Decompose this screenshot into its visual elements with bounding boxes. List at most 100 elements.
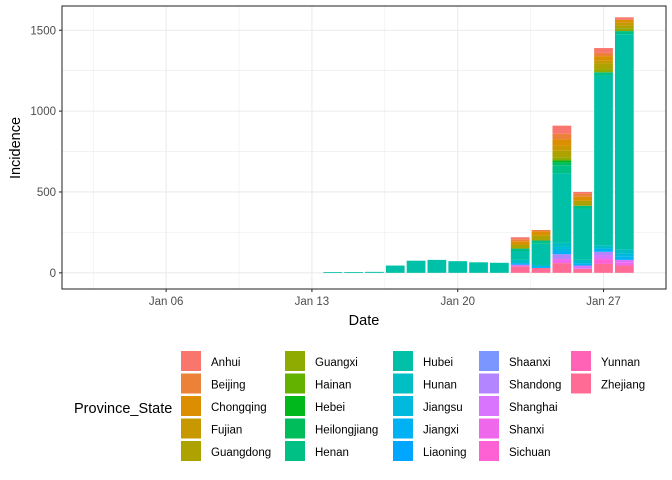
- bar-segment: [594, 72, 613, 76]
- legend-key: [285, 351, 305, 371]
- legend-key: [479, 373, 499, 394]
- legend-key: [393, 441, 413, 461]
- legend-key: [479, 418, 499, 439]
- legend-item: Heilongjiang: [285, 418, 378, 439]
- bar-segment: [531, 231, 551, 236]
- legend-item: Guangxi: [285, 351, 358, 371]
- x-tick-label: Jan 13: [295, 296, 330, 308]
- legend-key: [479, 396, 499, 416]
- legend-item: Chongqing: [181, 396, 267, 416]
- bar-segment: [531, 265, 551, 268]
- legend-label: Shanghai: [509, 402, 558, 414]
- bar-segment: [531, 267, 551, 273]
- bar-segment: [552, 125, 572, 134]
- legend-label: Jiangsu: [423, 402, 463, 414]
- bar-stack: [469, 262, 488, 273]
- bar-segment: [594, 255, 613, 260]
- legend-key: [181, 351, 201, 371]
- legend-key: [181, 441, 201, 461]
- legend-label: Guangxi: [315, 357, 358, 369]
- legend-label: Shaanxi: [509, 357, 551, 369]
- bar-segment: [573, 259, 593, 264]
- bar-segment: [594, 63, 613, 70]
- y-tick-label: 0: [50, 268, 56, 280]
- legend-label: Fujian: [211, 425, 242, 437]
- bar-segment: [510, 263, 530, 265]
- legend-item: Jiangsu: [393, 396, 463, 416]
- bar-stack: [594, 48, 613, 273]
- bar-segment: [594, 248, 613, 252]
- bar-segment: [594, 69, 613, 73]
- y-tick-label: 1000: [30, 106, 56, 118]
- bar-segment: [552, 145, 572, 151]
- bar-segment: [594, 60, 613, 64]
- legend-key: [479, 351, 499, 371]
- bar-stacks: [323, 17, 634, 273]
- legend-label: Yunnan: [601, 357, 640, 369]
- legend-label: Hunan: [423, 380, 457, 392]
- bar-stack: [427, 259, 447, 273]
- legend-item: Jiangxi: [393, 418, 459, 439]
- bar-stack: [573, 191, 593, 273]
- bar-segment: [573, 263, 593, 266]
- bar-segment: [594, 245, 613, 249]
- legend-key: [285, 418, 305, 439]
- bar-segment: [594, 251, 613, 256]
- bar-segment: [490, 262, 509, 273]
- bar-segment: [406, 260, 426, 273]
- bar-segment: [552, 157, 572, 161]
- bar-segment: [510, 266, 530, 273]
- legend-label: Hubei: [423, 357, 453, 369]
- legend-label: Heilongjiang: [315, 425, 378, 437]
- legend-key: [285, 373, 305, 394]
- bar-segment: [614, 249, 634, 254]
- legend-key: [393, 373, 413, 394]
- bar-segment: [427, 259, 447, 273]
- legend-item: Hunan: [393, 373, 457, 394]
- bar-stack: [323, 272, 343, 273]
- bar-segment: [614, 25, 634, 29]
- bar-segment: [531, 243, 551, 266]
- bar-stack: [510, 237, 530, 273]
- bar-segment: [552, 133, 572, 140]
- bar-segment: [552, 254, 572, 260]
- bar-segment: [594, 52, 613, 57]
- bar-stack: [531, 229, 551, 273]
- legend-item: Liaoning: [393, 441, 466, 461]
- legend-item: Hainan: [285, 373, 351, 394]
- bar-segment: [510, 237, 530, 240]
- legend-key: [393, 351, 413, 371]
- legend-key: [571, 373, 591, 394]
- bar-segment: [552, 139, 572, 146]
- bar-segment: [614, 262, 634, 266]
- bar-segment: [448, 261, 468, 273]
- legend-item: Fujian: [181, 418, 242, 439]
- bar-segment: [594, 259, 613, 264]
- bar-stack: [365, 271, 384, 273]
- bar-segment: [573, 208, 593, 260]
- bar-segment: [614, 28, 634, 32]
- bar-segment: [594, 263, 613, 273]
- bar-stack: [552, 125, 572, 273]
- legend-label: Shandong: [509, 380, 561, 392]
- legend-item: Henan: [285, 441, 349, 461]
- bar-segment: [552, 173, 572, 243]
- x-tick-label: Jan 20: [440, 296, 475, 308]
- bar-segment: [573, 205, 593, 209]
- legend-label: Anhui: [211, 357, 240, 369]
- legend-key: [571, 351, 591, 371]
- bar-stack: [490, 262, 509, 273]
- legend-item: Shaanxi: [479, 351, 551, 371]
- legend-item: Yunnan: [571, 351, 640, 371]
- bar-segment: [573, 268, 593, 273]
- y-axis: 0 500 1000 1500: [30, 25, 62, 280]
- legend-label: Liaoning: [423, 447, 466, 459]
- bar-segment: [614, 31, 634, 35]
- bar-segment: [614, 265, 634, 273]
- bar-segment: [614, 22, 634, 26]
- legend-key: [285, 396, 305, 416]
- legend-item: Hubei: [393, 351, 453, 371]
- bar-segment: [510, 241, 530, 245]
- bar-segment: [573, 265, 593, 269]
